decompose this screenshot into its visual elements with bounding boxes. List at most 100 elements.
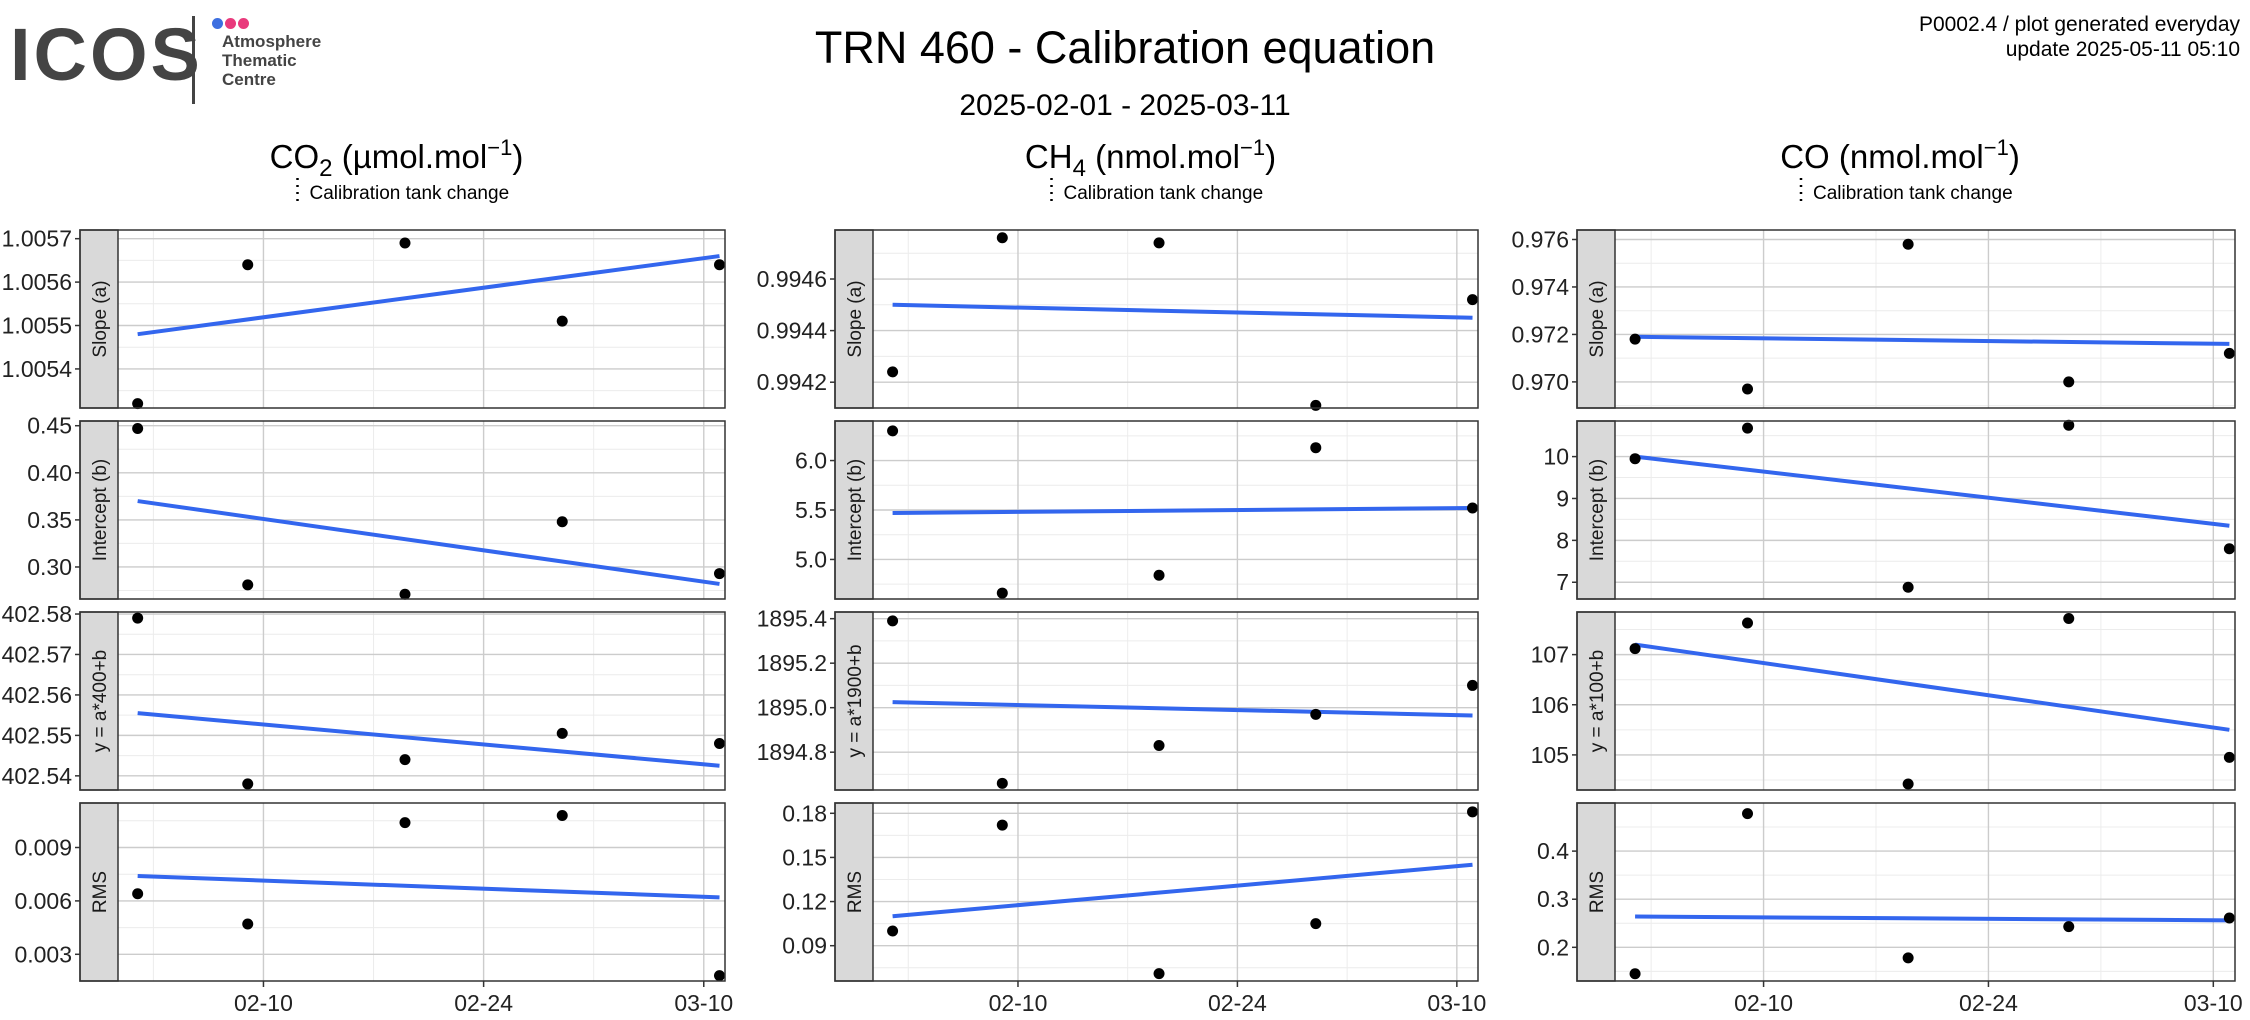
facet-panel: 1894.8 1895.0 1895.2 1895.4 y = a*1900+b bbox=[757, 606, 1479, 791]
chart-column: CH4 (nmol.mol−1)Calibration tank change 0… bbox=[757, 135, 1487, 1016]
facet-strip bbox=[79, 229, 119, 409]
column-title: CO (nmol.mol−1) bbox=[1780, 135, 2020, 175]
y-tick-label: 0.2 bbox=[1537, 934, 1569, 960]
data-point bbox=[1467, 502, 1479, 514]
facet-strip-label: Intercept (b) bbox=[845, 459, 866, 561]
panel-border bbox=[1576, 802, 2236, 982]
data-point bbox=[2223, 912, 2235, 924]
data-point bbox=[399, 817, 411, 829]
facet-panel: 0.2 0.3 0.4 RMS bbox=[1537, 802, 2236, 982]
data-point bbox=[1742, 422, 1754, 434]
fit-line bbox=[1635, 914, 2230, 923]
chart-column: CO2 (µmol.mol−1)Calibration tank change 1… bbox=[2, 135, 734, 1016]
data-point bbox=[713, 737, 725, 749]
column-title-subscript: 2 bbox=[319, 155, 332, 182]
data-point bbox=[1902, 238, 1914, 250]
data-point bbox=[887, 366, 899, 378]
fit-line bbox=[137, 873, 720, 900]
panel-background bbox=[118, 612, 725, 790]
y-tick-label: 7 bbox=[1556, 569, 1569, 595]
data-point bbox=[1467, 294, 1479, 306]
data-point bbox=[887, 925, 899, 937]
data-point bbox=[1629, 333, 1641, 345]
panel-border bbox=[834, 611, 1479, 791]
update-info: P0002.4 / plot generated everyday update… bbox=[1919, 12, 2240, 62]
data-point bbox=[1902, 778, 1914, 790]
facet-strip bbox=[834, 611, 874, 791]
y-tick-label: 8 bbox=[1556, 527, 1569, 553]
panel-background bbox=[1615, 421, 2235, 599]
facet-panel: 0.30 0.35 0.40 0.45 Intercept (b) bbox=[27, 413, 726, 600]
column-title-unit: (nmol.mol bbox=[1830, 138, 1984, 175]
data-point bbox=[2063, 419, 2075, 431]
y-tick-label: 0.35 bbox=[27, 507, 72, 533]
data-point bbox=[1629, 968, 1641, 980]
x-tick-label: 02-10 bbox=[989, 990, 1048, 1016]
data-point bbox=[1467, 806, 1479, 818]
column-title-unit: (µmol.mol bbox=[333, 138, 488, 175]
panel-border bbox=[79, 611, 726, 791]
fit-line bbox=[137, 499, 720, 586]
x-tick-label: 03-10 bbox=[1427, 990, 1486, 1016]
y-tick-label: 10 bbox=[1543, 444, 1569, 470]
panel-border bbox=[1576, 420, 2236, 600]
facet-strip bbox=[1576, 229, 1616, 409]
facet-panel: 0.9942 0.9944 0.9946 Slope (a) bbox=[757, 229, 1479, 411]
facet-panel: 1.0054 1.0055 1.0056 1.0057 Slope (a) bbox=[2, 226, 726, 410]
data-point bbox=[242, 579, 254, 591]
fit-line bbox=[1635, 334, 2230, 346]
facet-panel: 5.0 5.5 6.0 Intercept (b) bbox=[795, 420, 1479, 600]
legend-label: Calibration tank change bbox=[1064, 183, 1264, 204]
data-point bbox=[242, 778, 254, 790]
panel-background bbox=[873, 230, 1478, 408]
y-tick-label: 402.55 bbox=[2, 722, 72, 748]
panel-border bbox=[834, 802, 1479, 982]
panel-background bbox=[1615, 803, 2235, 981]
data-point bbox=[556, 727, 568, 739]
data-point bbox=[996, 587, 1008, 599]
data-point bbox=[1310, 918, 1322, 930]
panel-border bbox=[834, 420, 1479, 600]
facet-panel: 105 106 107 y = a*100+b bbox=[1531, 611, 2236, 791]
data-point bbox=[1742, 808, 1754, 820]
y-tick-label: 6.0 bbox=[795, 448, 827, 474]
data-point bbox=[1310, 399, 1322, 411]
facet-panel: 402.54 402.55 402.56 402.57 402.58 y = a*400+… bbox=[2, 601, 726, 791]
legend-label: Calibration tank change bbox=[310, 183, 510, 204]
y-tick-label: 0.003 bbox=[14, 941, 72, 967]
y-tick-label: 402.57 bbox=[2, 641, 72, 667]
fit-line bbox=[892, 862, 1473, 919]
y-tick-label: 9 bbox=[1556, 485, 1569, 511]
y-tick-label: 0.006 bbox=[14, 888, 72, 914]
legend-label: Calibration tank change bbox=[1813, 183, 2013, 204]
y-tick-label: 0.009 bbox=[14, 835, 72, 861]
y-tick-label: 0.970 bbox=[1511, 369, 1569, 395]
data-point bbox=[2063, 921, 2075, 933]
logo-subtitle: Atmosphere Thematic Centre bbox=[222, 32, 321, 89]
data-point bbox=[132, 423, 144, 435]
y-tick-label: 0.45 bbox=[27, 413, 72, 439]
data-point bbox=[2223, 347, 2235, 359]
y-tick-label: 0.9944 bbox=[757, 318, 828, 344]
data-point bbox=[1629, 643, 1641, 655]
data-point bbox=[1629, 453, 1641, 465]
data-point bbox=[1153, 569, 1165, 581]
data-point bbox=[996, 777, 1008, 789]
y-tick-label: 0.972 bbox=[1511, 321, 1569, 347]
y-tick-label: 105 bbox=[1531, 742, 1569, 768]
data-point bbox=[132, 398, 144, 410]
facet-strip bbox=[1576, 420, 1616, 600]
data-point bbox=[132, 612, 144, 624]
panel-background bbox=[1615, 230, 2235, 408]
data-point bbox=[1310, 442, 1322, 454]
facet-strip-label: Slope (a) bbox=[845, 280, 866, 357]
column-title-exponent: −1 bbox=[1984, 135, 2009, 160]
fit-line bbox=[892, 302, 1473, 320]
header: ICOS Atmosphere Thematic Centre TRN 460 … bbox=[0, 0, 2250, 130]
data-point bbox=[713, 568, 725, 580]
panel-border bbox=[79, 229, 726, 409]
data-point bbox=[1153, 237, 1165, 249]
y-tick-label: 5.0 bbox=[795, 546, 827, 572]
panel-background bbox=[873, 612, 1478, 790]
